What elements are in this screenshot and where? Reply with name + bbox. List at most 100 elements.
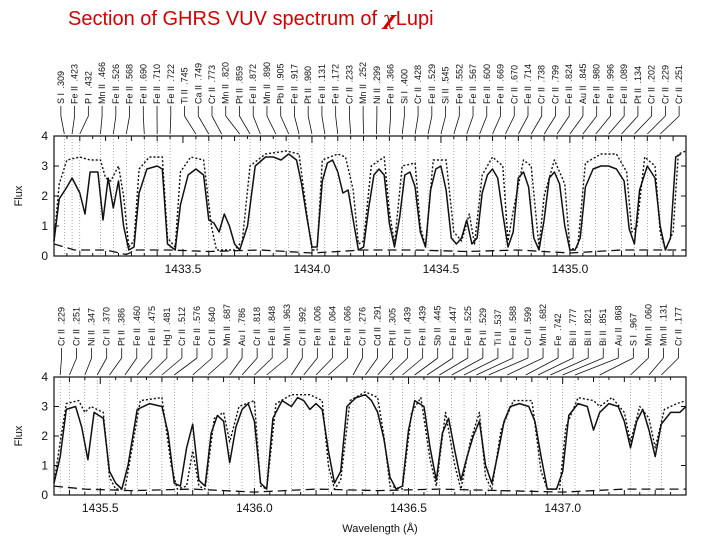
line-id-value: .545 [441,66,451,84]
line-id-ion: Cr II [177,327,187,347]
id-connector [254,357,273,376]
id-connector [543,115,556,135]
line-id-label: Fe II .714 [523,64,533,104]
line-id-value: .299 [372,66,382,84]
line-id-ion: Mn II [221,81,231,104]
line-id-label: Fe II .568 [125,64,135,104]
line-id-value: .859 [234,66,244,84]
line-id-label: Pb II .905 [276,63,286,104]
line-id-value: .481 [162,307,172,325]
line-id-ion: Bi II [583,328,593,346]
line-id-label: S I .309 [56,71,66,104]
line-id-label: Pt II .305 [388,308,398,346]
line-id-value: .305 [388,308,398,326]
y-tick-label: 1 [41,219,48,233]
id-connector [647,115,666,135]
id-connector [574,357,619,376]
x-tick-label: 1436.5 [390,501,427,515]
id-connector [427,115,433,135]
line-id-label: Fe II .552 [454,64,464,104]
line-id-label: Fe II .475 [147,306,157,346]
x-tick-label: 1436.0 [236,501,273,515]
line-id-label: Au I .786 [237,308,247,346]
line-id-label: Bi II .777 [568,308,578,346]
id-connector [453,115,460,135]
id-connector [562,357,604,376]
id-connector [229,357,243,376]
line-id-label: Fe II .669 [496,64,506,104]
y-axis-label: Flux [13,425,25,446]
line-id-label: Ni II .299 [372,66,382,104]
line-id-label: Cr II .229 [660,65,670,104]
line-id-value: .745 [180,67,190,85]
line-id-label: Si I .400 [399,69,409,104]
line-id-ion: Fe II [125,83,135,104]
id-connector [550,357,589,376]
line-id-ion: Fe II [192,325,202,346]
line-id-value: .820 [221,62,231,80]
line-id-ion: Au I [237,327,247,346]
line-id-ion: Cr II [403,327,413,347]
line-id-value: .172 [331,64,341,82]
series-dotted [53,391,687,490]
id-connector [352,357,363,376]
line-id-label: Mn II .131 [658,304,668,346]
line-id-value: .600 [482,64,492,82]
line-id-label: Pt II .386 [117,308,127,346]
id-connector [239,115,251,135]
line-id-ion: Fe II [289,83,299,104]
id-connector [599,357,634,376]
x-tick-label: 1434.0 [294,262,331,276]
line-id-ion: Au II [613,325,623,346]
line-id-value: .276 [357,307,367,325]
line-id-label: Fe II .588 [508,306,518,346]
line-id-ion: Cd II [373,324,383,346]
id-connector [488,357,529,376]
line-id-ion: Cr II [207,327,217,347]
line-id-value: .526 [111,64,121,82]
line-id-value: .824 [564,64,574,82]
line-id-label: Hg I .481 [162,307,172,346]
line-id-ion: Fe II [564,83,574,104]
line-id-label: Bi II .851 [598,308,608,346]
line-id-value: .229 [660,65,670,83]
line-id-label: Fe II .460 [132,306,142,346]
line-id-value: .089 [619,64,629,82]
line-id-label: Fe II .980 [592,64,602,104]
line-id-ion: Si I [399,88,409,104]
line-id-label: Cr II .202 [647,65,657,104]
y-tick-label: 3 [41,400,48,414]
panel-bottom: 0 1 2 3 4 Flux 1435.5 1436.0 1436.5 1437.0 Wavelen… [13,304,687,535]
line-id-label: Cr II .439 [403,307,413,346]
line-id-label: Mn II .466 [97,62,107,104]
id-connector [537,357,574,376]
line-id-value: .818 [252,307,262,325]
line-id-value: .386 [117,308,127,326]
id-connector [402,357,423,376]
id-connector [280,115,290,135]
id-connector [621,115,639,135]
line-id-label: Fe II .439 [418,306,428,346]
line-id-ion: Fe II [327,325,337,346]
line-id-ion: Pb II [276,83,286,104]
line-id-ion: Cr II [102,327,112,347]
line-id-label: Cr II .177 [673,307,683,346]
y-tick-label: 2 [41,429,48,443]
id-connector [328,357,348,376]
line-id-label: Pt II .980 [303,66,313,104]
title-chi: χ [382,6,396,30]
y-tick-label: 2 [41,189,48,203]
id-connector [112,115,117,135]
line-id-label: Cr II .799 [550,65,560,104]
line-id-ion: Fe II [331,83,341,104]
x-tick-label: 1433.5 [165,262,202,276]
id-connector [439,357,469,376]
line-id-ion: Cr II [660,85,670,105]
id-connector [414,357,438,376]
line-id-value: .177 [673,307,683,325]
panel-top: 0 1 2 3 4 Flux 1433.5 1434.0 1434.5 1435.0 S I .30… [13,62,687,276]
line-id-value: .738 [537,65,547,83]
line-id-label: Pt II .134 [633,66,643,104]
line-id-value: .670 [509,65,519,83]
line-id-value: .963 [282,304,292,322]
